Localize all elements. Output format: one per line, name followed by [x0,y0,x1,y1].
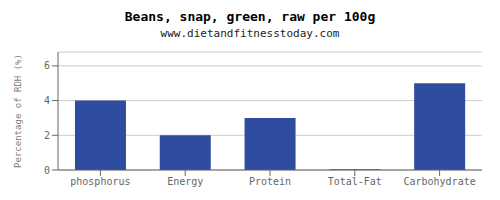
svg-text:phosphorus: phosphorus [70,176,130,187]
html-text:Beans, snap, green, raw per 10: Beans, snap, green, raw per 100g [124,9,376,24]
svg-text:6: 6 [44,60,50,71]
svg-text:Carbohydrate: Carbohydrate [403,176,475,187]
svg-text:Total-Fat: Total-Fat [328,176,382,187]
html-text:www.dietandfitnesstoday.com: www.dietandfitnesstoday.com [160,27,340,40]
svg-text:2: 2 [44,130,50,141]
svg-text:Energy: Energy [167,176,203,187]
svg-text:Percentage of RDH (%): Percentage of RDH (%) [13,54,23,168]
svg-text:0: 0 [44,165,50,176]
svg-text:Protein: Protein [249,176,291,187]
svg-text:4: 4 [44,95,50,106]
